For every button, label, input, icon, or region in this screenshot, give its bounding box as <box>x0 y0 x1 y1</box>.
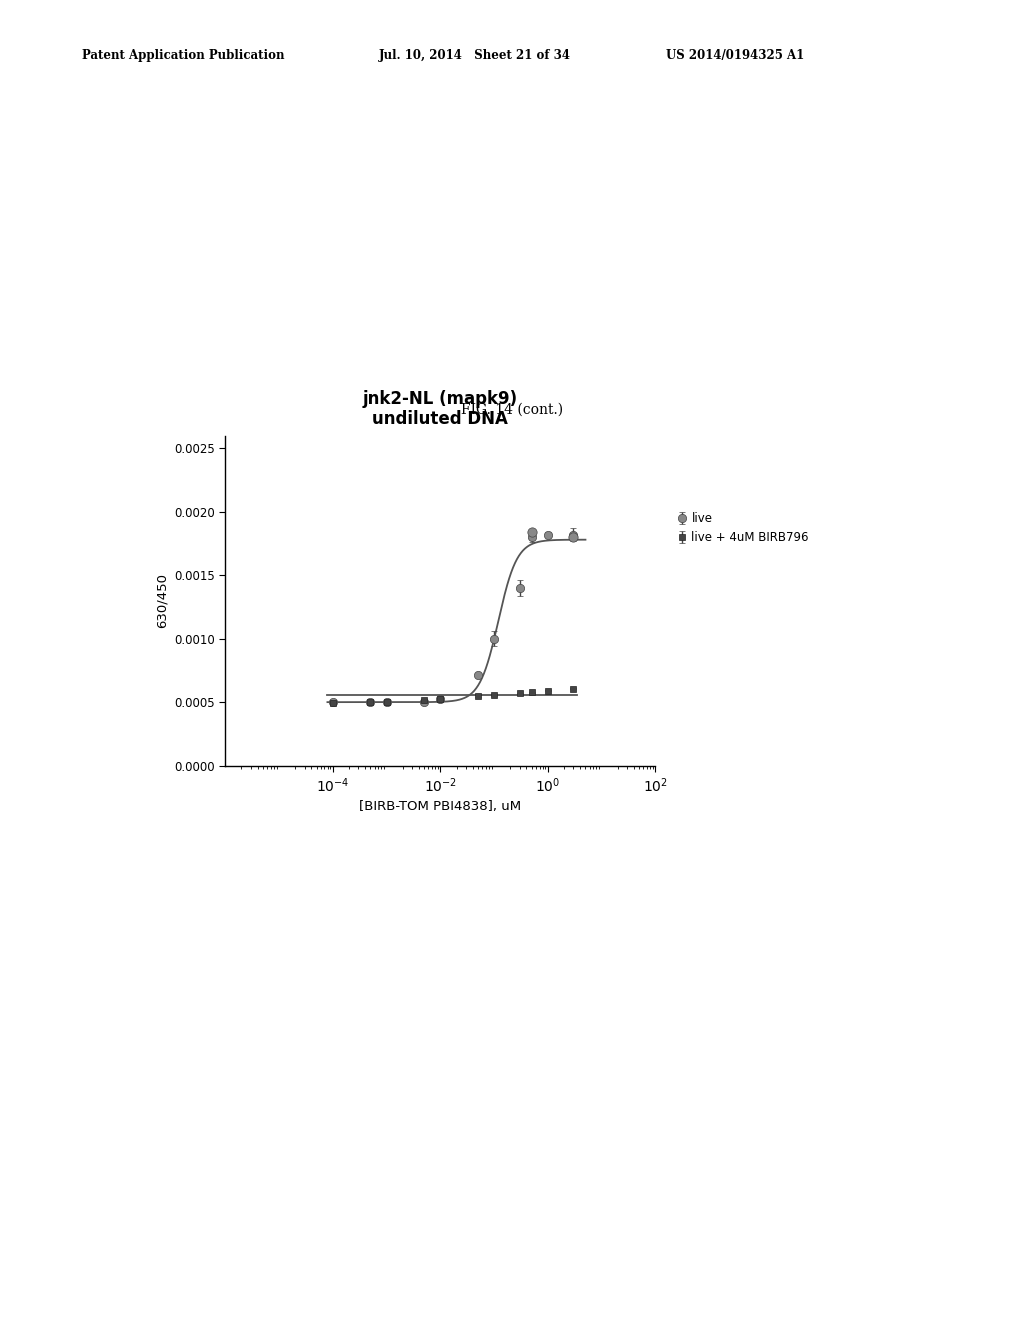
Text: US 2014/0194325 A1: US 2014/0194325 A1 <box>666 49 804 62</box>
Y-axis label: 630/450: 630/450 <box>156 573 169 628</box>
Text: FIG. 14 (cont.): FIG. 14 (cont.) <box>461 403 563 417</box>
Text: Patent Application Publication: Patent Application Publication <box>82 49 285 62</box>
Point <box>565 527 582 548</box>
Point <box>523 521 540 543</box>
Legend: live, live + 4uM BIRB796: live, live + 4uM BIRB796 <box>679 512 809 544</box>
Title: jnk2-NL (mapk9)
undiluted DNA: jnk2-NL (mapk9) undiluted DNA <box>362 389 518 429</box>
Text: Jul. 10, 2014   Sheet 21 of 34: Jul. 10, 2014 Sheet 21 of 34 <box>379 49 571 62</box>
X-axis label: [BIRB-TOM PBI4838], uM: [BIRB-TOM PBI4838], uM <box>359 800 521 813</box>
